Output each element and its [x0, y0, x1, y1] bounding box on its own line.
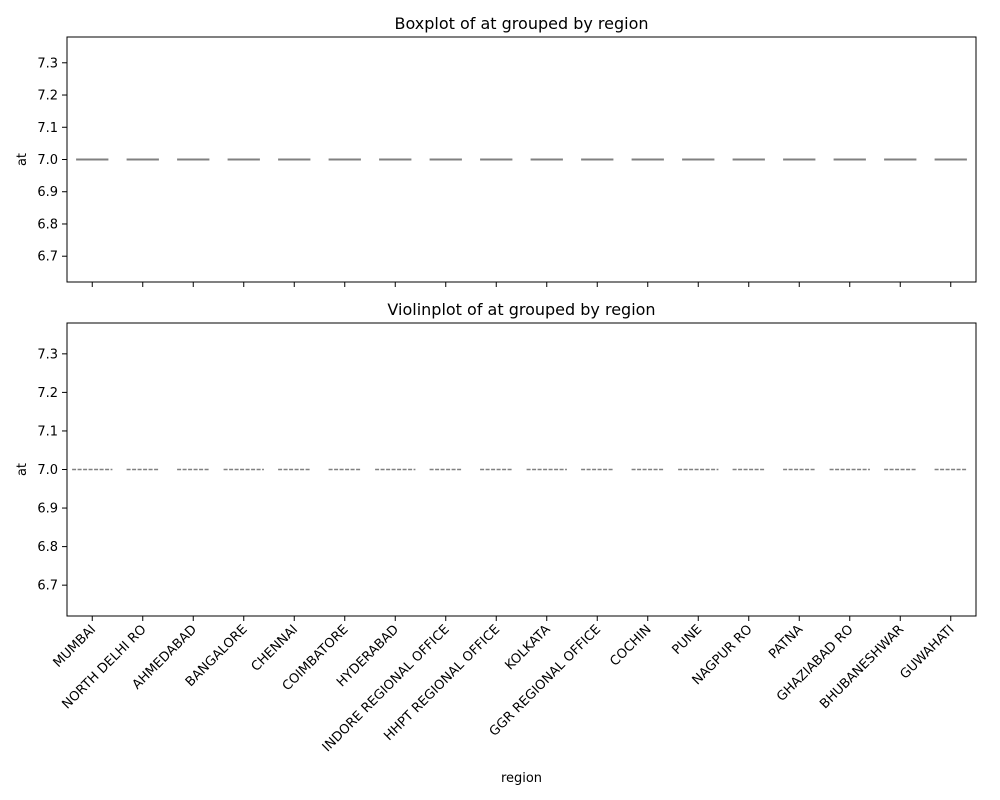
x-tick-label: GUWAHATI — [897, 622, 957, 682]
y-tick-label: 6.7 — [37, 250, 58, 265]
boxplot-panel: Boxplot of at grouped by region 6.7 6.8 6.9… — [15, 14, 977, 287]
x-axis-label: region — [501, 771, 542, 786]
y-tick-label: 7.2 — [37, 386, 58, 401]
y-axis-label: at — [15, 153, 30, 166]
axes-frame — [66, 322, 977, 617]
y-tick-label: 7.3 — [37, 347, 58, 362]
x-tick-label: KOLKATA — [502, 622, 553, 673]
y-tick-label: 7.3 — [37, 56, 58, 71]
x-tick-label: CHENNAI — [249, 622, 302, 675]
x-tick-label: MUMBAI — [51, 622, 100, 671]
y-axis-label: at — [15, 463, 30, 476]
y-tick-label: 6.8 — [37, 540, 58, 555]
x-tick-label: NORTH DELHI RO — [60, 622, 150, 712]
chart-title: Violinplot of at grouped by region — [387, 300, 655, 319]
y-tick-label: 7.0 — [37, 463, 58, 478]
y-tick-label: 6.7 — [37, 579, 58, 594]
violinplot-panel: Violinplot of at grouped by region 6.7 6.8… — [15, 300, 977, 786]
axes-frame — [66, 36, 977, 283]
y-tick-label: 7.0 — [37, 153, 58, 168]
x-tick-label: BHUBANESHWAR — [817, 622, 907, 712]
x-tick-label: PUNE — [670, 622, 706, 658]
y-tick-label: 6.8 — [37, 217, 58, 232]
y-tick-label: 6.9 — [37, 502, 58, 517]
y-tick-label: 7.1 — [37, 121, 58, 136]
x-tick-label: PATNA — [766, 622, 806, 662]
chart-title: Boxplot of at grouped by region — [394, 14, 648, 33]
y-tick-label: 7.2 — [37, 89, 58, 104]
y-tick-label: 6.9 — [37, 185, 58, 200]
y-tick-label: 7.1 — [37, 424, 58, 439]
x-tick-label: COCHIN — [607, 622, 654, 669]
